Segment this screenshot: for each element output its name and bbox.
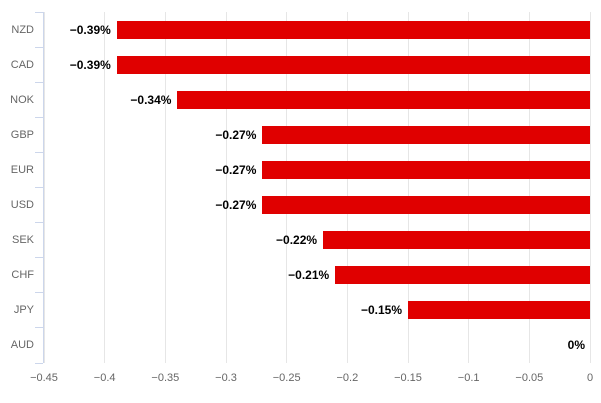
category-label-jpy: JPY: [13, 304, 34, 317]
data-label-nok: −0.34%: [130, 92, 172, 107]
x-axis-tick-label: −0.05: [515, 372, 544, 384]
data-label-gbp: −0.27%: [215, 127, 257, 142]
data-label-nzd: −0.39%: [69, 22, 111, 37]
x-gridline: [407, 12, 409, 363]
category-label-nok: NOK: [10, 93, 34, 106]
x-gridline: [164, 12, 166, 363]
x-axis-tick-label: 0: [586, 372, 594, 384]
y-axis-line: [43, 12, 44, 363]
x-gridline: [286, 12, 288, 363]
x-gridline: [589, 12, 591, 363]
data-label-usd: −0.27%: [215, 198, 257, 213]
bar-eur: [262, 160, 590, 179]
x-axis-tick-label: −0.4: [93, 372, 116, 384]
x-axis-tick-label: −0.15: [394, 372, 422, 384]
category-label-sek: SEK: [11, 234, 34, 247]
x-axis-tick-label: −0.45: [30, 372, 58, 384]
y-axis-tick: [35, 292, 43, 294]
x-axis-tick-label: −0.2: [336, 372, 359, 384]
x-axis-tick-label: −0.25: [272, 372, 301, 384]
bar-nzd: [116, 20, 590, 39]
category-label-eur: EUR: [10, 163, 34, 176]
y-axis-tick: [35, 46, 43, 48]
data-label-cad: −0.39%: [69, 57, 111, 72]
y-axis-tick: [35, 257, 43, 259]
data-label-chf: −0.21%: [288, 268, 330, 283]
y-axis-tick: [35, 327, 43, 329]
x-gridline: [104, 12, 106, 363]
x-gridline: [43, 12, 45, 363]
data-label-aud: 0%: [567, 338, 585, 353]
category-label-cad: CAD: [10, 58, 34, 71]
category-label-usd: USD: [10, 199, 34, 212]
x-axis-tick-label: −0.1: [457, 372, 480, 384]
y-axis-tick: [35, 116, 43, 118]
x-axis-tick-label: −0.35: [151, 372, 180, 384]
x-gridline: [468, 12, 470, 363]
category-label-nzd: NZD: [11, 23, 34, 36]
bar-jpy: [408, 301, 590, 320]
y-axis-tick: [35, 11, 43, 13]
x-gridline: [346, 12, 348, 363]
y-axis-tick: [35, 222, 43, 224]
bar-gbp: [262, 125, 590, 144]
bar-sek: [323, 231, 590, 250]
bar-chf: [335, 266, 590, 285]
bar-nok: [177, 90, 590, 109]
bar-usd: [262, 196, 590, 215]
x-gridline: [225, 12, 227, 363]
category-label-gbp: GBP: [10, 128, 34, 141]
y-axis-tick: [35, 151, 43, 153]
bar-cad: [116, 55, 590, 74]
category-label-aud: AUD: [10, 339, 34, 352]
data-label-sek: −0.22%: [276, 233, 318, 248]
y-axis-tick: [35, 81, 43, 83]
x-gridline: [528, 12, 530, 363]
x-axis-tick-label: −0.3: [215, 372, 237, 384]
data-label-eur: −0.27%: [215, 162, 257, 177]
category-label-chf: CHF: [11, 269, 34, 282]
y-axis-tick: [35, 362, 43, 364]
data-label-jpy: −0.15%: [360, 303, 402, 318]
y-axis-tick: [35, 187, 43, 188]
